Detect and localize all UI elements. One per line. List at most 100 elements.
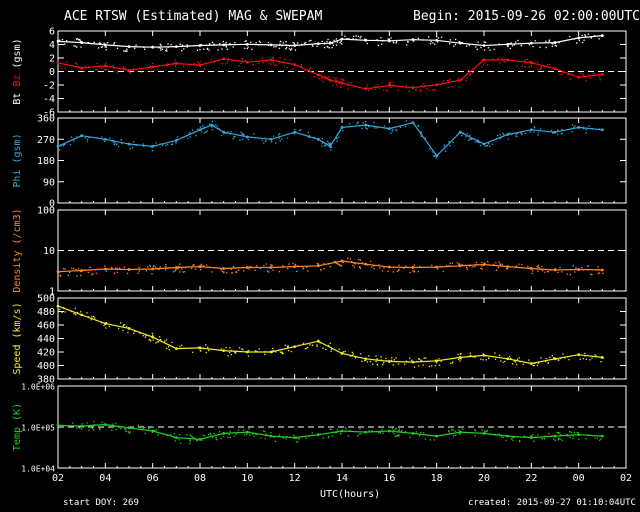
scatter-dot <box>199 126 201 128</box>
scatter-dot <box>567 73 569 76</box>
scatter-dot <box>421 39 424 41</box>
scatter-dot <box>548 39 551 41</box>
scatter-dot <box>383 125 385 127</box>
scatter-dot <box>200 264 202 266</box>
scatter-dot <box>410 359 413 361</box>
scatter-dot <box>551 355 553 357</box>
y-tick-label: 460 <box>37 321 55 332</box>
scatter-dot <box>165 48 168 50</box>
scatter-dot <box>105 327 107 329</box>
data-point <box>151 335 155 339</box>
scatter-dot <box>366 128 368 130</box>
data-point <box>80 134 84 138</box>
scatter-dot <box>167 43 169 45</box>
scatter-dot <box>135 44 137 46</box>
scatter-dot <box>483 431 485 433</box>
scatter-dot <box>425 357 427 359</box>
scatter-dot <box>330 428 332 431</box>
data-point <box>269 350 273 354</box>
scatter-dot <box>336 80 338 82</box>
scatter-dot <box>340 86 342 89</box>
scatter-dot <box>181 44 184 46</box>
scatter-dot <box>293 133 295 135</box>
scatter-dot <box>574 271 576 273</box>
scatter-dot <box>199 269 202 271</box>
scatter-dot <box>308 435 310 437</box>
scatter-dot <box>476 140 478 143</box>
scatter-dot <box>96 137 98 139</box>
scatter-dot <box>515 135 517 137</box>
scatter-dot <box>447 86 449 89</box>
scatter-dot <box>160 339 162 341</box>
scatter-dot <box>577 432 579 434</box>
scatter-dot <box>74 313 77 316</box>
scatter-dot <box>165 265 167 268</box>
scatter-dot <box>243 134 245 136</box>
scatter-dot <box>529 131 531 133</box>
scatter-dot <box>521 133 523 136</box>
scatter-dot <box>330 146 333 149</box>
scatter-dot <box>397 269 400 272</box>
scatter-dot <box>264 350 267 353</box>
scatter-dot <box>58 271 60 274</box>
scatter-dot <box>505 435 508 438</box>
scatter-dot <box>456 134 459 136</box>
scatter-dot <box>209 432 211 435</box>
scatter-dot <box>486 430 489 432</box>
scatter-dot <box>387 38 389 40</box>
scatter-dot <box>286 66 288 69</box>
scatter-dot <box>349 430 351 432</box>
scatter-dot <box>499 134 501 136</box>
scatter-dot <box>134 47 136 50</box>
scatter-dot <box>431 264 433 267</box>
scatter-dot <box>358 259 360 261</box>
scatter-dot <box>573 37 576 40</box>
scatter-dot <box>357 121 359 123</box>
scatter-dot <box>250 41 252 43</box>
scatter-dot <box>492 58 494 60</box>
scatter-dot <box>404 430 407 433</box>
scatter-dot <box>333 39 335 42</box>
data-point <box>127 426 131 430</box>
scatter-dot <box>175 269 177 271</box>
scatter-dot <box>513 436 515 438</box>
scatter-dot <box>207 434 210 436</box>
scatter-dot <box>87 269 90 271</box>
scatter-dot <box>94 317 96 319</box>
scatter-dot <box>125 326 128 328</box>
scatter-dot <box>534 362 536 365</box>
scatter-dot <box>591 274 593 276</box>
scatter-dot <box>76 66 79 68</box>
scatter-dot <box>221 48 223 50</box>
data-point <box>151 429 155 433</box>
scatter-dot <box>221 62 224 65</box>
scatter-dot <box>151 149 154 152</box>
scatter-dot <box>394 435 396 438</box>
scatter-dot <box>475 261 478 264</box>
scatter-dot <box>381 359 383 361</box>
scatter-dot <box>505 439 507 442</box>
scatter-dot <box>390 37 392 39</box>
scatter-dot <box>498 261 500 263</box>
scatter-dot <box>270 264 272 266</box>
scatter-dot <box>194 268 197 270</box>
scatter-dot <box>132 68 134 70</box>
scatter-dot <box>252 64 254 66</box>
scatter-dot <box>560 133 563 135</box>
scatter-dot <box>398 435 400 437</box>
scatter-dot <box>80 274 82 277</box>
y-tick-label: 6 <box>49 27 55 38</box>
scatter-dot <box>600 356 602 359</box>
scatter-dot <box>339 264 341 266</box>
scatter-dot <box>205 437 207 439</box>
x-tick-label: 04 <box>99 473 111 484</box>
data-point <box>458 78 462 82</box>
scatter-dot <box>177 268 179 270</box>
scatter-dot <box>327 77 329 79</box>
data-point <box>577 126 581 129</box>
scatter-dot <box>268 62 270 64</box>
scatter-dot <box>455 434 457 437</box>
scatter-dot <box>561 129 563 131</box>
scatter-dot <box>588 434 590 436</box>
scatter-dot <box>216 439 218 441</box>
